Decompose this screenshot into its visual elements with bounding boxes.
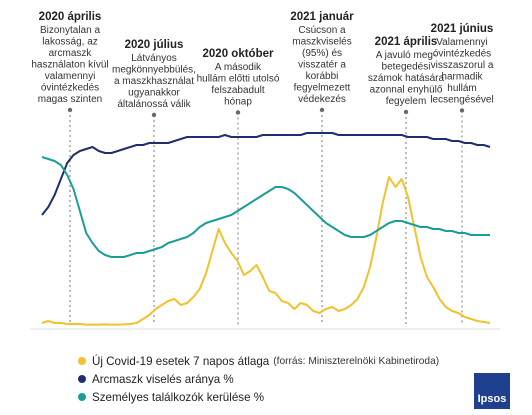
annotation-text: Bizonytalan a [40,25,100,36]
legend-swatch [78,393,86,401]
annotation-text: valamennyi [45,71,96,82]
annotation-text: arcmaszk [49,48,93,59]
legend-item-avoid-meetings: Személyes találkozók kerülése % [78,388,439,406]
annotation-title: 2020 október [203,48,274,60]
legend-item-cases: Új Covid-19 esetek 7 napos átlaga (forrá… [78,352,439,370]
legend-swatch [78,375,86,383]
legend-label: Arcmaszk viselés aránya % [92,372,234,386]
annotation-text: Csúcson a [298,25,346,36]
annotation-title: 2021 január [290,11,354,23]
annotation-text: hullám előtti utolsó [197,74,280,85]
annotation-text: A második [215,62,262,73]
annotation-title: 2020 április [39,11,102,23]
annotation-text: korábbi [306,71,339,82]
annotation-text: betegedési [382,62,431,73]
annotation-title: 2021 június [431,23,494,35]
legend-source-note: (forrás: Miniszterelnöki Kabinetiroda) [273,355,440,367]
annotation-text: harmadik [441,72,483,83]
annotation-text: lecsengésével [430,95,493,106]
annotation-text: magas szinten [38,94,102,105]
annotation-text: általánossá válik [117,99,191,110]
logo-text: Ipsos [477,393,507,405]
annotation-text: ugyanakkor [128,88,180,99]
legend-swatch [78,357,86,365]
series-line-0 [41,176,491,326]
annotation-text: (95%) és [302,48,342,59]
annotation-text: Valamennyi [436,37,488,48]
annotation-text: azonnal enyhülő [370,85,443,96]
legend-item-mask: Arcmaszk viselés aránya % [78,370,439,388]
annotation-text: használaton kívül [31,60,108,71]
annotation-text: fegyelem [386,96,427,107]
series-line-1 [41,132,491,216]
annotation-text: felszabadult [211,85,265,96]
annotation-text: hullám [447,83,476,94]
ipsos-logo: Ipsos [474,373,510,409]
annotation-text: hónap [224,97,252,108]
legend: Új Covid-19 esetek 7 napos átlaga (forrá… [78,352,439,406]
series-group [41,132,491,326]
annotation-text: Látványos [131,53,177,64]
annotation-text: fegyelmezett [294,83,351,94]
annotation-text: visszatér a [298,60,346,71]
annotation-text: maszkviselés [292,37,351,48]
annotation-text: számok hatására [368,73,445,84]
legend-label: Személyes találkozók kerülése % [92,390,265,404]
annotation-text: megkönnyebbülés, [112,65,196,76]
annotation-text: védekezés [298,94,346,105]
annotation-title: 2021 április [375,36,438,48]
annotation-text: lakosság, az [42,37,98,48]
annotation-text: a maszkhasználat [114,76,194,87]
annotation-text: A javuló meg- [376,50,437,61]
series-line-2 [41,156,490,258]
annotation-title: 2020 július [125,39,184,51]
annotation-text: óvintézkedés [433,49,491,60]
annotation-text: visszaszorul a [431,60,494,71]
legend-label: Új Covid-19 esetek 7 napos átlaga [92,354,270,368]
annotation-text: óvintézkedés [41,83,99,94]
